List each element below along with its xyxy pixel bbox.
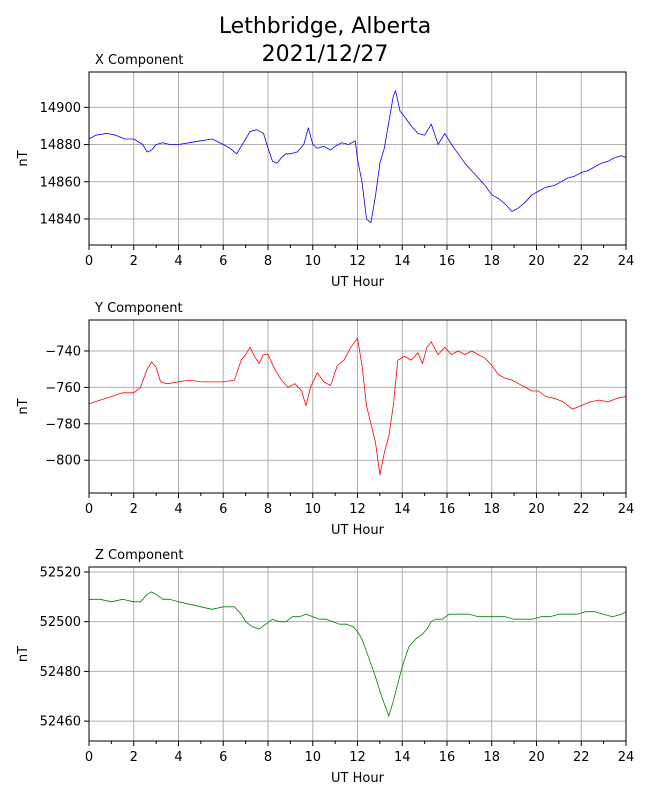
chart-panels: 0 2 4 6 8 10 12 14 16 18 20 22 241484014860148801490… <box>16 53 634 786</box>
x-tick-label: 2 <box>130 502 138 517</box>
y-tick-label: −760 <box>45 381 81 396</box>
y-tick-label: −800 <box>45 454 81 469</box>
x-tick-label: 12 <box>349 750 366 765</box>
x-tick-label: 8 <box>264 502 272 517</box>
x-tick-label: 20 <box>528 254 545 269</box>
x-tick-label: 10 <box>304 254 321 269</box>
x-tick-label: 8 <box>264 254 272 269</box>
x-tick-label: 22 <box>573 750 590 765</box>
x-tick-label: 0 <box>85 750 93 765</box>
series-line <box>88 90 627 224</box>
x-tick-label: 6 <box>219 502 227 517</box>
x-tick-label: 4 <box>174 254 182 269</box>
x-tick-label: 14 <box>394 750 411 765</box>
x-tick-label: 6 <box>219 750 227 765</box>
y-tick-label: 52480 <box>40 665 81 680</box>
y-axis-label: nT <box>16 150 31 166</box>
y-tick-label: 14900 <box>40 101 81 116</box>
y-tick-label: 14880 <box>40 138 81 153</box>
x-tick-label: 12 <box>349 502 366 517</box>
x-tick-label: 24 <box>618 254 635 269</box>
x-tick-label: 16 <box>439 254 456 269</box>
x-tick-label: 10 <box>304 502 321 517</box>
x-tick-label: 20 <box>528 502 545 517</box>
x-tick-label: 24 <box>618 750 635 765</box>
y-axis-label: nT <box>16 398 31 414</box>
x-tick-label: 0 <box>85 254 93 269</box>
series-line <box>89 591 627 717</box>
panel-title: Y Component <box>94 301 183 316</box>
x-tick-label: 18 <box>483 502 500 517</box>
x-tick-label: 18 <box>483 750 500 765</box>
chart-panel-3: 0 2 4 6 8 10 12 14 16 18 20 22 245246052480525005252… <box>16 548 634 786</box>
x-tick-label: 0 <box>85 502 93 517</box>
y-tick-label: 14860 <box>40 175 81 190</box>
x-tick-label: 14 <box>394 502 411 517</box>
x-tick-label: 2 <box>130 254 138 269</box>
figure-title-line1: Lethbridge, Alberta <box>219 14 431 39</box>
y-tick-label: 52520 <box>40 565 81 580</box>
x-tick-label: 2 <box>130 750 138 765</box>
panel-title: Z Component <box>95 548 184 563</box>
x-tick-label: 22 <box>573 502 590 517</box>
y-tick-label: 52460 <box>40 715 81 730</box>
x-tick-label: 24 <box>618 502 635 517</box>
x-tick-label: 20 <box>528 750 545 765</box>
y-tick-label: −740 <box>45 344 81 359</box>
y-tick-label: −780 <box>45 417 81 432</box>
y-axis-label: nT <box>16 646 31 662</box>
panel-title: X Component <box>95 53 184 68</box>
chart-panel-1: 0 2 4 6 8 10 12 14 16 18 20 22 241484014860148801490… <box>16 53 634 290</box>
x-axis-label: UT Hour <box>331 523 385 538</box>
y-tick-label: 14840 <box>40 212 81 227</box>
y-tick-label: 52500 <box>40 615 81 630</box>
x-tick-label: 8 <box>264 750 272 765</box>
x-axis-label: UT Hour <box>331 275 385 290</box>
x-tick-label: 14 <box>394 254 411 269</box>
x-axis-label: UT Hour <box>331 771 385 786</box>
figure-title-line2: 2021/12/27 <box>262 42 389 67</box>
x-tick-label: 16 <box>439 750 456 765</box>
x-tick-label: 4 <box>174 502 182 517</box>
x-tick-label: 22 <box>573 254 590 269</box>
x-tick-label: 12 <box>349 254 366 269</box>
x-tick-label: 6 <box>219 254 227 269</box>
series-line <box>88 337 627 476</box>
x-tick-label: 4 <box>174 750 182 765</box>
x-tick-label: 18 <box>483 254 500 269</box>
x-tick-label: 16 <box>439 502 456 517</box>
x-tick-label: 10 <box>304 750 321 765</box>
